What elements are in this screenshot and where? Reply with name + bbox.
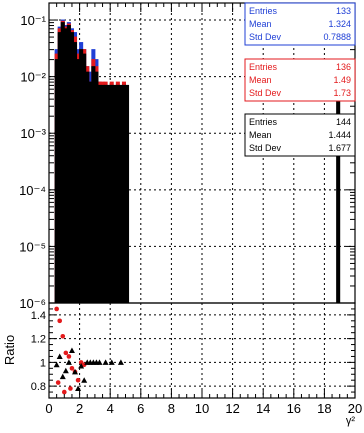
- ratio-point-circle: [57, 318, 63, 324]
- stats-mean-label: Mean: [249, 130, 272, 140]
- ratio-point-circle: [66, 354, 72, 359]
- ratio-point-circle: [69, 366, 75, 371]
- ratio-axis-ticks: 0 2 4 6 8 10 12 14 16 18 20 0.8 1 1.2 1.4: [31, 3, 362, 416]
- ratio-point-triangle: [108, 359, 115, 365]
- x-tick-label: 10: [195, 401, 209, 416]
- stats-mean-value: 1.324: [328, 19, 351, 29]
- stats-entries-label: Entries: [249, 117, 278, 127]
- stats-entries-label: Entries: [249, 62, 278, 72]
- ratio-point-triangle: [102, 359, 109, 365]
- stats-entries-label: Entries: [249, 6, 278, 16]
- x-tick-label: 20: [348, 401, 362, 416]
- stats-entries-value: 144: [336, 117, 351, 127]
- ratio-y-tick-label: 1.2: [31, 334, 46, 346]
- ratio-y-tick-label: 0.8: [31, 381, 46, 393]
- ratio-point-circle: [55, 380, 61, 385]
- stats-mean-value: 1.444: [328, 130, 351, 140]
- y-tick-label: 10⁻¹: [20, 13, 46, 28]
- ratio-point-triangle: [62, 367, 69, 374]
- stats-std-value: 0.7888: [323, 32, 351, 42]
- ratio-point-triangle: [59, 373, 66, 380]
- x-tick-label: 18: [317, 401, 331, 416]
- x-tick-label: 4: [107, 401, 114, 416]
- ratio-grid: [49, 303, 355, 398]
- ratio-point-triangle: [72, 368, 79, 375]
- ratio-point-triangle: [56, 353, 63, 359]
- stats-box-black: Entries 144 Mean 1.444 Std Dev 1.677: [244, 113, 356, 157]
- ratio-point-circle: [54, 306, 59, 312]
- ratio-point-triangle: [81, 377, 88, 383]
- ratio-point-circle: [60, 333, 66, 339]
- ratio-point-triangle: [117, 359, 124, 365]
- stats-mean-label: Mean: [249, 75, 272, 85]
- stats-std-label: Std Dev: [249, 143, 282, 153]
- stats-box-blue: Entries 133 Mean 1.324 Std Dev 0.7888: [244, 2, 356, 46]
- stats-std-value: 1.677: [328, 143, 351, 153]
- histogram-bars: [54, 19, 341, 304]
- stats-std-label: Std Dev: [249, 88, 282, 98]
- ratio-y-tick-label: 1: [40, 357, 46, 369]
- histogram-bar: [125, 84, 130, 304]
- stats-box-red: Entries 136 Mean 1.49 Std Dev 1.73: [244, 58, 356, 102]
- ratio-point-triangle: [53, 361, 60, 368]
- y-tick-label: 10⁻⁴: [19, 183, 46, 198]
- stats-mean-value: 1.49: [333, 75, 351, 85]
- y-tick-label: 10⁻⁶: [19, 296, 46, 311]
- x-tick-label: 16: [287, 401, 301, 416]
- stats-std-label: Std Dev: [249, 32, 282, 42]
- ratio-points: [53, 306, 124, 395]
- stats-entries-value: 133: [336, 6, 351, 16]
- x-axis-label: γ²: [346, 415, 356, 427]
- ratio-point-circle: [75, 377, 81, 383]
- x-tick-label: 2: [76, 401, 83, 416]
- y-tick-label: 10⁻⁵: [19, 239, 46, 254]
- ratio-point-circle: [63, 350, 69, 356]
- x-tick-label: 14: [256, 401, 270, 416]
- ratio-point-triangle: [68, 347, 75, 353]
- x-tick-label: 8: [168, 401, 175, 416]
- y-tick-label: 10⁻³: [20, 126, 46, 141]
- stats-std-value: 1.73: [333, 88, 351, 98]
- ratio-point-circle: [62, 389, 67, 395]
- ratio-point-triangle: [96, 359, 103, 365]
- ratio-y-axis-label: Ratio: [2, 335, 17, 365]
- x-tick-label: 0: [45, 401, 52, 416]
- ratio-point-triangle: [78, 362, 85, 369]
- ratio-point-circle: [68, 386, 73, 391]
- ratio-point-triangle: [65, 359, 72, 365]
- x-tick-label: 6: [137, 401, 144, 416]
- ratio-y-tick-label: 1.4: [31, 310, 46, 322]
- stats-entries-value: 136: [336, 62, 351, 72]
- x-tick-label: 12: [225, 401, 239, 416]
- y-tick-label: 10⁻²: [20, 70, 46, 85]
- stats-mean-label: Mean: [249, 19, 272, 29]
